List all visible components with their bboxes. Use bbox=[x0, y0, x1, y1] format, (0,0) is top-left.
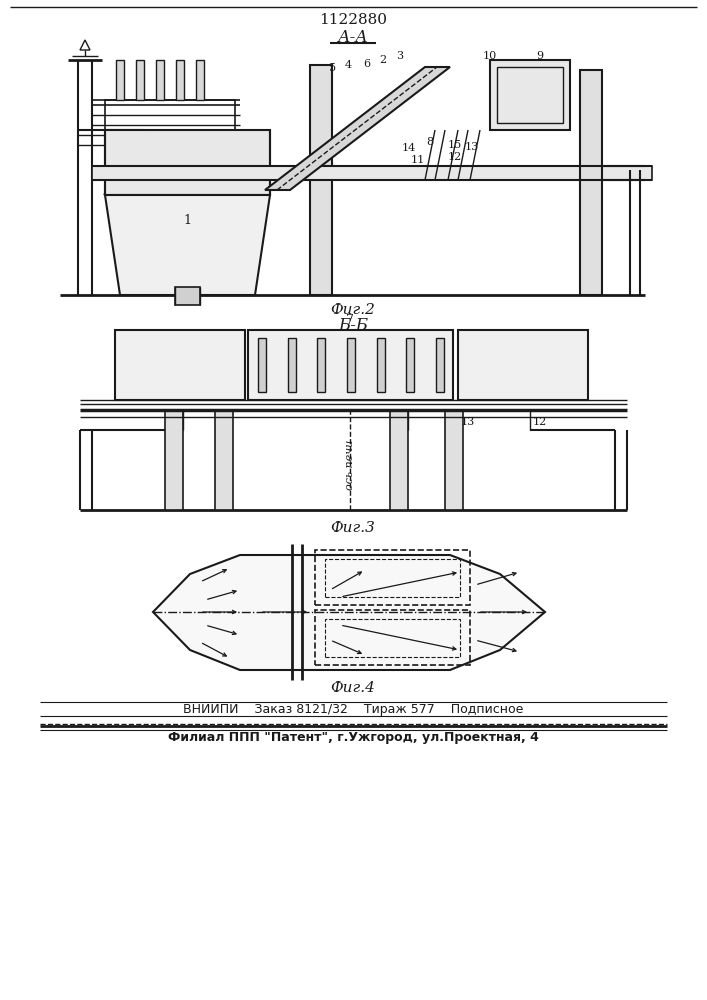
Bar bbox=[310, 65, 332, 295]
Text: 10: 10 bbox=[483, 51, 497, 61]
Text: 13: 13 bbox=[465, 142, 479, 152]
Bar bbox=[315, 610, 470, 665]
Text: 3: 3 bbox=[397, 51, 404, 61]
Bar bbox=[105, 100, 235, 130]
Text: Фиг.3: Фиг.3 bbox=[331, 521, 375, 535]
Polygon shape bbox=[153, 555, 545, 670]
Bar bbox=[445, 410, 463, 510]
Bar bbox=[458, 330, 588, 400]
Text: Б-Б: Б-Б bbox=[338, 316, 368, 334]
Text: 5: 5 bbox=[329, 63, 337, 73]
Text: 12: 12 bbox=[533, 417, 547, 427]
Text: 11: 11 bbox=[411, 155, 425, 165]
Bar bbox=[325, 559, 460, 597]
Text: ВНИИПИ    Заказ 8121/32    Тираж 577    Подписное: ВНИИПИ Заказ 8121/32 Тираж 577 Подписное bbox=[183, 702, 523, 716]
Text: 8: 8 bbox=[426, 137, 433, 147]
Bar bbox=[347, 338, 355, 392]
Text: 12: 12 bbox=[448, 152, 462, 162]
Bar bbox=[176, 60, 184, 100]
Text: Фиг.2: Фиг.2 bbox=[331, 303, 375, 317]
Bar bbox=[215, 410, 233, 510]
Bar bbox=[325, 619, 460, 657]
Bar bbox=[156, 60, 164, 100]
Text: 6: 6 bbox=[363, 59, 370, 69]
Bar bbox=[377, 338, 385, 392]
Bar bbox=[136, 60, 144, 100]
Text: ось печи: ось печи bbox=[345, 440, 355, 490]
Text: 2: 2 bbox=[380, 55, 387, 65]
Text: 14: 14 bbox=[402, 143, 416, 153]
Bar bbox=[92, 166, 652, 180]
Bar bbox=[116, 60, 124, 100]
Bar bbox=[497, 67, 563, 123]
Polygon shape bbox=[265, 67, 450, 190]
Text: Фиг.4: Фиг.4 bbox=[331, 681, 375, 695]
Polygon shape bbox=[105, 195, 270, 295]
Bar bbox=[165, 410, 183, 510]
Bar bbox=[390, 410, 408, 510]
Text: 7: 7 bbox=[346, 314, 354, 326]
Bar bbox=[490, 60, 570, 130]
Bar bbox=[288, 338, 296, 392]
Text: 13: 13 bbox=[461, 417, 475, 427]
Text: 1122880: 1122880 bbox=[319, 13, 387, 27]
Text: 1: 1 bbox=[183, 214, 191, 227]
Text: 9: 9 bbox=[537, 51, 544, 61]
Bar bbox=[248, 330, 453, 400]
Text: 4: 4 bbox=[344, 60, 351, 70]
Bar bbox=[105, 130, 270, 195]
Bar bbox=[175, 287, 200, 305]
Bar bbox=[317, 338, 325, 392]
Bar bbox=[258, 338, 266, 392]
Bar bbox=[115, 330, 245, 400]
Bar bbox=[580, 70, 602, 295]
Bar bbox=[436, 338, 444, 392]
Text: Филиал ППП "Патент", г.Ужгород, ул.Проектная, 4: Филиал ППП "Патент", г.Ужгород, ул.Проек… bbox=[168, 730, 539, 744]
Bar bbox=[407, 338, 414, 392]
Bar bbox=[196, 60, 204, 100]
Text: 15: 15 bbox=[448, 140, 462, 150]
Text: А-А: А-А bbox=[337, 28, 368, 45]
Bar bbox=[315, 550, 470, 605]
